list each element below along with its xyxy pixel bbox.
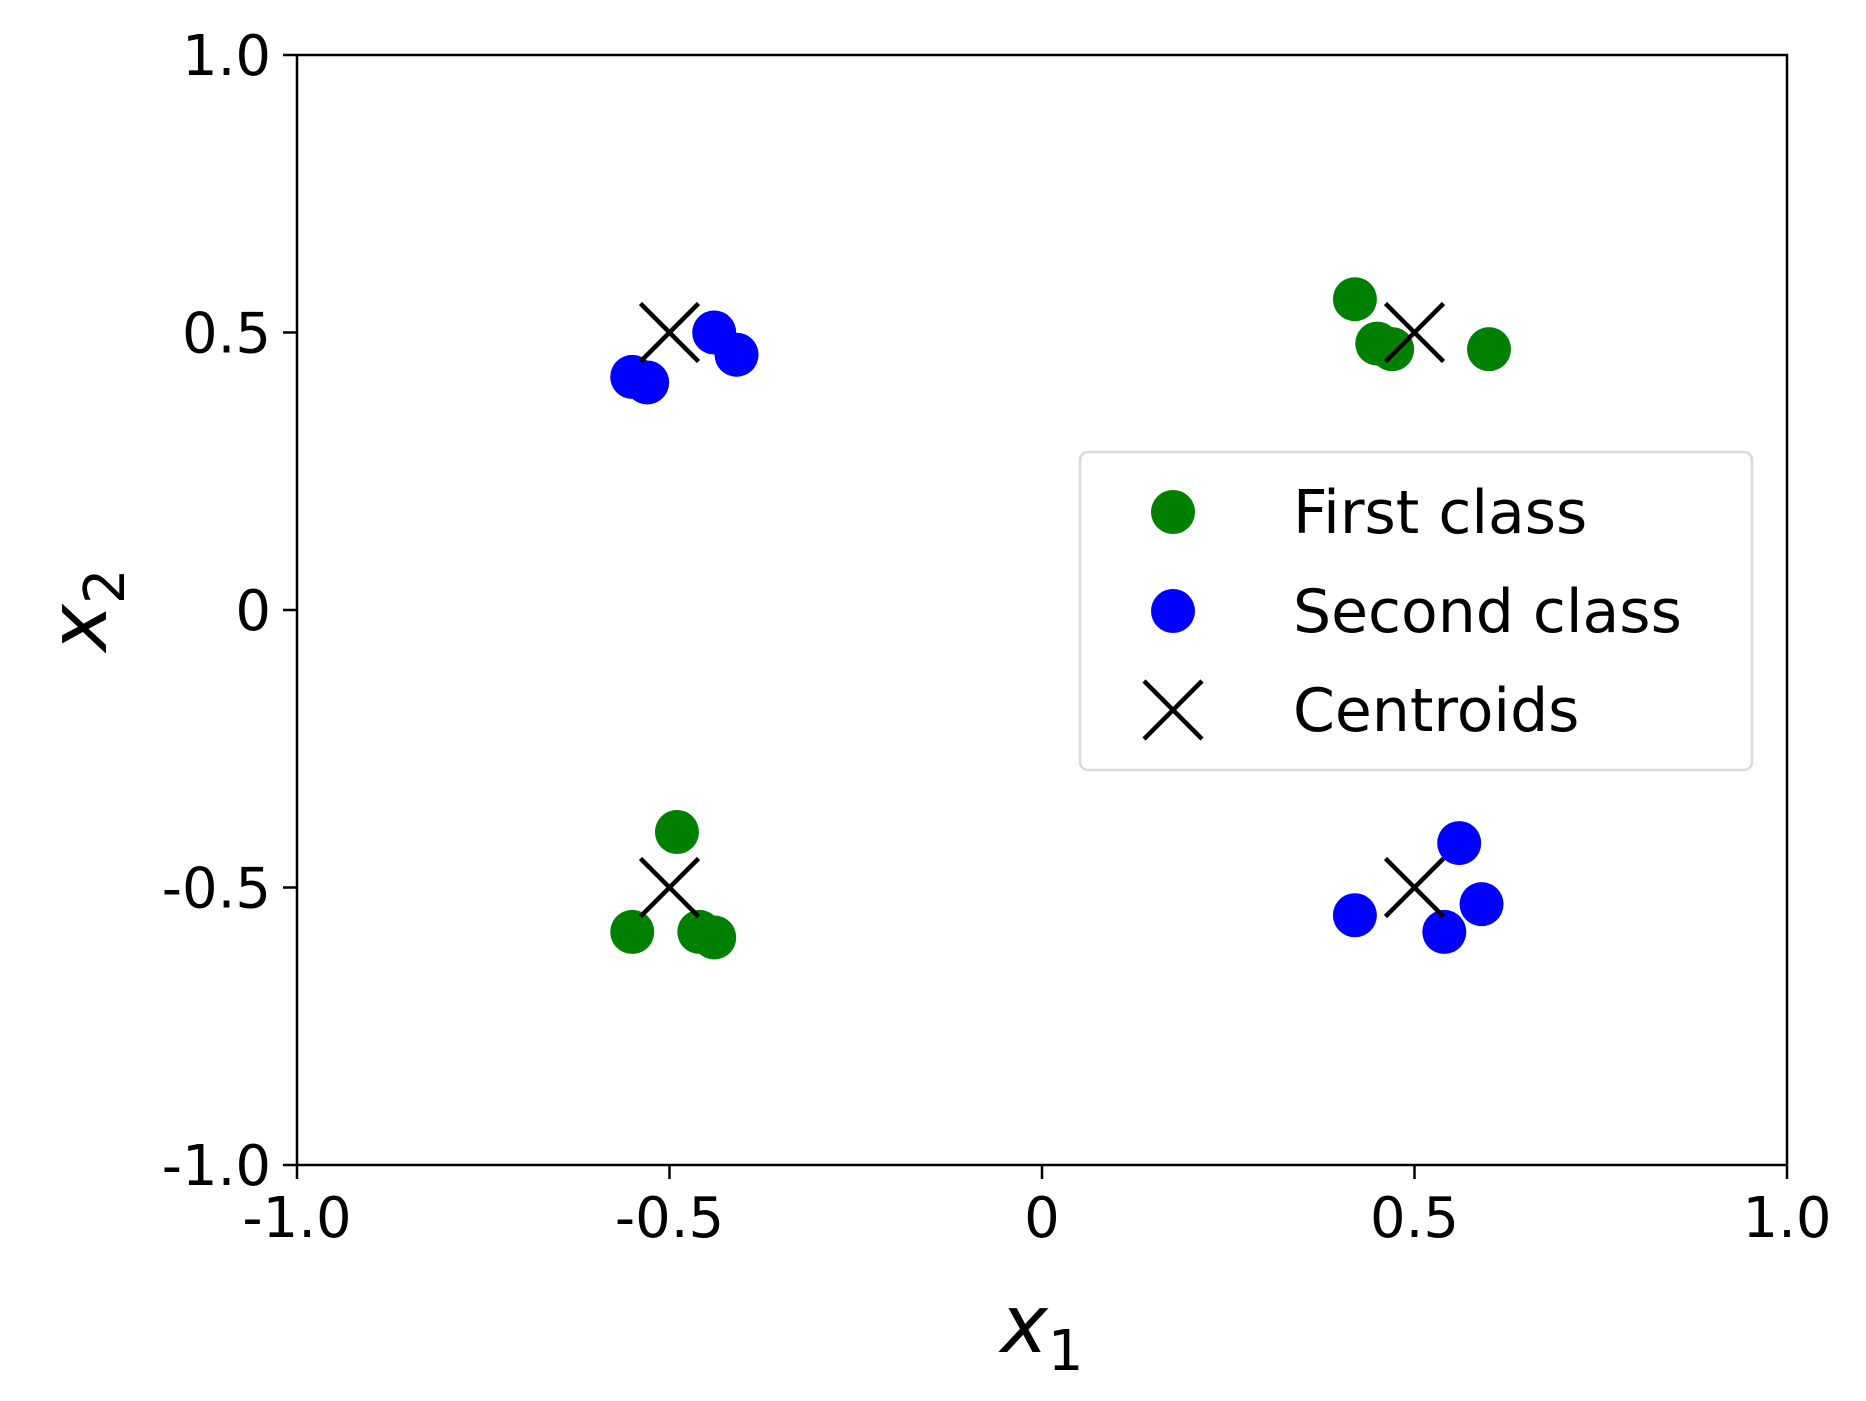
legend-marker-centroids xyxy=(1142,679,1204,741)
first-class-point xyxy=(1370,327,1415,372)
second-class-point xyxy=(1437,821,1482,866)
y-tick-label: 0 xyxy=(235,579,271,644)
legend-label-first-class: First class xyxy=(1293,478,1587,548)
first-class-point xyxy=(1467,327,1511,372)
centroids-marker xyxy=(1383,301,1446,364)
second-class-point xyxy=(1332,893,1377,938)
legend-frame xyxy=(1078,450,1754,772)
first-class-point xyxy=(654,810,699,854)
second-class-point xyxy=(714,332,759,377)
y-tick-label: 1.0 xyxy=(182,24,271,89)
first-class-point xyxy=(610,909,655,954)
x-tick-label: -0.5 xyxy=(615,1186,724,1251)
plot-frame xyxy=(295,53,1789,1167)
second-class-point xyxy=(625,360,670,405)
centroids-marker xyxy=(638,301,701,364)
ticks-layer: -1.0 -0.5 0 0.5 1.0 -1.0 -0.5 0 0.5 1.0 xyxy=(162,24,1832,1251)
centroids-marker xyxy=(1383,856,1446,919)
legend-label-centroids: Centroids xyxy=(1293,676,1579,746)
second-class-point xyxy=(1422,909,1467,954)
x-tick-label: 0 xyxy=(1024,1186,1060,1251)
legend: First class Second class Centroids xyxy=(1078,450,1754,772)
x-tick-label: -1.0 xyxy=(242,1186,351,1251)
y-axis-label: x2 xyxy=(32,569,138,655)
y-tick-label: -0.5 xyxy=(162,857,271,922)
x-tick-label: 1.0 xyxy=(1742,1186,1831,1251)
y-tick-label: -1.0 xyxy=(162,1134,271,1199)
y-tick-label: 0.5 xyxy=(182,302,271,367)
x-tick-label: 0.5 xyxy=(1370,1186,1459,1251)
second-class-point xyxy=(1459,882,1504,927)
legend-label-second-class: Second class xyxy=(1293,577,1682,647)
first-class-point xyxy=(692,915,737,960)
points-layer xyxy=(610,277,1511,960)
legend-marker-first-class xyxy=(1151,490,1195,534)
legend-marker-second-class xyxy=(1151,589,1195,633)
centroids-marker xyxy=(638,856,701,919)
first-class-point xyxy=(1332,277,1377,322)
legend-entries: First class Second class Centroids xyxy=(1142,478,1682,746)
x-axis-label: x1 xyxy=(998,1278,1084,1384)
